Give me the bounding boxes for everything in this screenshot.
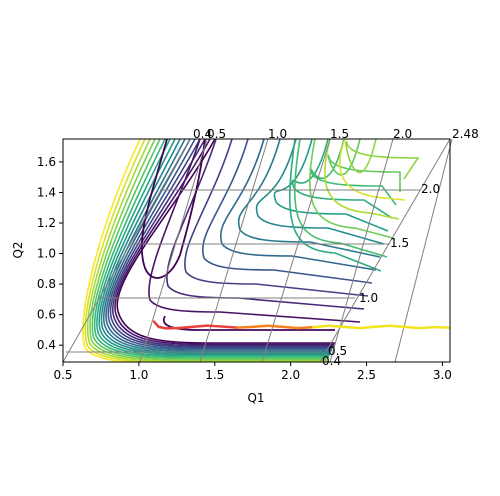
trajectory-segment xyxy=(388,324,406,329)
trajectory-segment xyxy=(251,324,270,329)
contour-upper-line xyxy=(324,139,400,220)
trajectory-segment xyxy=(296,325,315,330)
contour-wall-line xyxy=(93,139,329,358)
overlay-slant-line xyxy=(329,138,394,363)
trajectory-segment xyxy=(190,324,209,329)
y-tick-label: 1.6 xyxy=(37,155,56,169)
x-axis-label: Q1 xyxy=(247,391,264,405)
x-tick-label: 2.0 xyxy=(281,368,300,382)
y-axis-ticks: 0.4 0.6 0.8 1.0 1.2 1.4 1.6 xyxy=(37,155,63,352)
trajectory-segment xyxy=(342,325,361,330)
y-tick-label: 0.4 xyxy=(37,338,56,352)
trajectory-segment xyxy=(157,325,168,330)
y-axis-label: Q2 xyxy=(11,241,25,258)
contour-basin-line xyxy=(140,139,206,279)
contour-valley-line xyxy=(202,139,373,284)
y-tick-label: 1.0 xyxy=(37,247,56,261)
trajectory-segment xyxy=(327,324,346,329)
trajectory-segment xyxy=(357,325,376,330)
trajectory-segment xyxy=(418,325,437,330)
x-tick-label: 0.5 xyxy=(53,368,72,382)
y-tick-label: 1.4 xyxy=(37,185,56,199)
overlay-slant-line xyxy=(394,138,453,363)
contour-wall-line xyxy=(89,139,328,361)
trajectory-segment xyxy=(266,324,285,329)
overlay-right-label: 0.5 xyxy=(328,344,347,358)
y-tick-label: 0.6 xyxy=(37,308,56,322)
trajectory-segment xyxy=(175,325,194,330)
x-axis-ticks: 0.5 1.0 1.5 2.0 2.5 3.0 xyxy=(53,362,452,382)
contour-wall-line xyxy=(100,139,331,354)
contour-valley-line xyxy=(255,139,385,245)
overlay-right-label: 1.5 xyxy=(390,236,409,250)
contour-upper-line xyxy=(309,139,394,239)
y-tick-label: 1.2 xyxy=(37,216,56,230)
contour-upper-line xyxy=(339,139,406,201)
contour-lines xyxy=(82,139,420,362)
contour-wall-line xyxy=(91,139,329,360)
contour-upper-line xyxy=(294,139,388,258)
trajectory-segment xyxy=(236,325,254,329)
trajectory-segment xyxy=(281,325,300,330)
overlay-slant-line xyxy=(139,138,208,363)
contour-wall-line xyxy=(102,139,332,353)
overlay-grid-labels: 0.40.5 1.0 1.5 2.0 2.480.40.51.01.52.0 xyxy=(193,127,479,368)
x-tick-label: 3.0 xyxy=(433,368,452,382)
contour-valley-line xyxy=(184,139,369,297)
contour-wall-line xyxy=(96,139,330,357)
trajectory-segment xyxy=(403,325,421,330)
overlay-top-label: 1.5 xyxy=(330,127,349,141)
contour-valley-line xyxy=(148,139,361,323)
trajectory-segment xyxy=(312,324,330,329)
coordinate-overlay-grid xyxy=(62,138,453,363)
trajectory-line xyxy=(152,320,450,330)
contour-wall-line xyxy=(86,139,328,362)
contour-wall-line xyxy=(109,139,334,348)
contour-valley-line xyxy=(345,139,420,180)
contour-upper-line xyxy=(289,139,382,272)
overlay-right-label: 0.4 xyxy=(322,354,341,368)
contour-wall-line xyxy=(111,139,334,347)
overlay-slant-line xyxy=(261,138,331,363)
overlay-top-label: 2.0 xyxy=(393,127,412,141)
contour-wall-line xyxy=(82,139,141,362)
contour-valley-line xyxy=(327,139,401,192)
trajectory-segment xyxy=(221,325,239,329)
y-tick-label: 0.8 xyxy=(37,277,56,291)
trajectory-segment xyxy=(372,324,391,329)
contour-wall-line xyxy=(84,139,327,362)
overlay-top-label: 0.5 xyxy=(207,127,226,141)
contour-wall-line xyxy=(105,139,332,351)
overlay-slant-line xyxy=(62,138,191,363)
contour-valley-line xyxy=(291,139,393,219)
contour-wall-line xyxy=(107,139,333,350)
trajectory-segment xyxy=(205,324,224,328)
overlay-top-label: 1.0 xyxy=(268,127,287,141)
overlay-top-label: 0.4 xyxy=(193,127,212,141)
plot-frame xyxy=(62,138,451,363)
contour-wall-line xyxy=(114,139,335,346)
overlay-right-label: 1.0 xyxy=(359,291,378,305)
overlay-right-label: 2.0 xyxy=(421,182,440,196)
x-tick-label: 1.0 xyxy=(129,368,148,382)
overlay-border-line xyxy=(319,138,451,363)
contour-wall-line xyxy=(98,139,331,355)
overlay-top-label: 2.48 xyxy=(452,127,479,141)
x-tick-label: 2.5 xyxy=(357,368,376,382)
x-tick-label: 1.5 xyxy=(205,368,224,382)
